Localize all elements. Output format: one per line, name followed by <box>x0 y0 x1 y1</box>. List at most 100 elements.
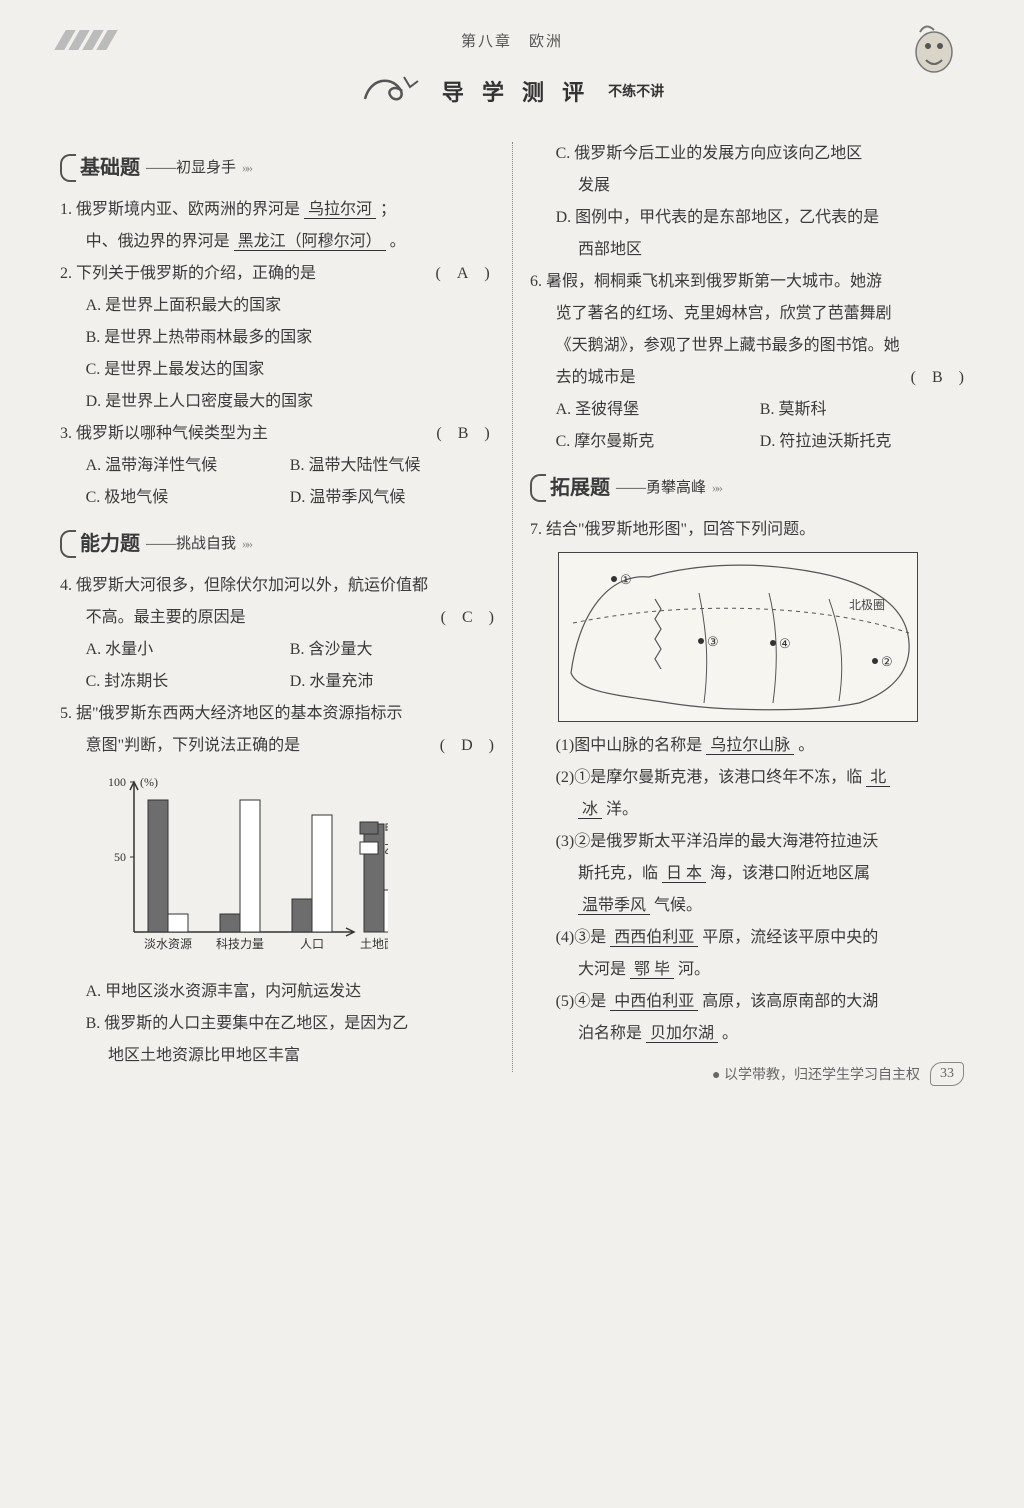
map-svg: 北极圈①②③④ <box>559 553 919 723</box>
q7-p2: (2)①是摩尔曼斯克港，该港口终年不冻，临 北 <box>530 762 964 794</box>
section-ability-title: 能力题 <box>80 524 140 564</box>
q7-p5-b: 高原，该高原南部的大湖 <box>702 993 878 1010</box>
q7-p2-blank1: 北 <box>866 769 890 787</box>
q6-l4: 去的城市是 ( B ) <box>530 362 964 394</box>
bar-chart-svg: 50100(%)淡水资源科技力量人口土地面积甲乙 <box>88 768 388 958</box>
left-column: 基础题 ——初显身手 »» 1. 俄罗斯境内亚、欧两洲的界河是 乌拉尔河 ； 中… <box>60 138 512 1072</box>
q4-opt-b: B. 含沙量大 <box>290 634 494 666</box>
arrows-icon: »» <box>242 531 251 557</box>
q3-row1: A. 温带海洋性气候 B. 温带大陆性气候 <box>60 450 494 482</box>
svg-text:淡水资源: 淡水资源 <box>144 937 192 951</box>
bracket-icon <box>530 474 546 502</box>
section-ability: 能力题 ——挑战自我 »» <box>60 524 494 564</box>
q5-opt-d-l1: D. 图例中，甲代表的是东部地区，乙代表的是 <box>530 202 964 234</box>
svg-text:甲: 甲 <box>384 822 388 836</box>
q6-opt-b: B. 莫斯科 <box>760 394 964 426</box>
q7-p4-l2-a: 大河是 <box>578 961 626 978</box>
q6-answer: ( B ) <box>911 362 964 394</box>
q7-p5-l2-b: 。 <box>722 1025 738 1042</box>
q1-line2-a: 中、俄边界的界河是 <box>86 233 230 250</box>
q4: 4. 俄罗斯大河很多，但除伏尔加河以外，航运价值都 不高。最主要的原因是 ( C… <box>60 570 494 698</box>
q2-stem: 2. 下列关于俄罗斯的介绍，正确的是 ( A ) <box>60 258 494 290</box>
header-decor <box>60 30 112 50</box>
svg-text:50: 50 <box>114 850 126 864</box>
q3-opt-b: B. 温带大陆性气候 <box>290 450 494 482</box>
q2-answer: ( A ) <box>461 258 494 290</box>
q1: 1. 俄罗斯境内亚、欧两洲的界河是 乌拉尔河 ； 中、俄边界的界河是 黑龙江（阿… <box>60 194 494 258</box>
q5-chart: 50100(%)淡水资源科技力量人口土地面积甲乙 <box>60 762 494 976</box>
q3: 3. 俄罗斯以哪种气候类型为主 ( B ) A. 温带海洋性气候 B. 温带大陆… <box>60 418 494 514</box>
q2-stem-text: 2. 下列关于俄罗斯的介绍，正确的是 <box>60 265 316 282</box>
q4-opt-a: A. 水量小 <box>86 634 290 666</box>
q2-opt-d: D. 是世界上人口密度最大的国家 <box>60 386 494 418</box>
q7-p2-l2: 冰 洋。 <box>530 794 964 826</box>
q5-answer: ( D ) <box>440 730 494 762</box>
section-basic-title: 基础题 <box>80 148 140 188</box>
bracket-icon <box>60 154 76 182</box>
q3-answer: ( B ) <box>462 418 494 450</box>
q6-opt-a: A. 圣彼得堡 <box>556 394 760 426</box>
q7-p4-blank1: 西西伯利亚 <box>610 929 698 947</box>
q4-answer: ( C ) <box>441 602 494 634</box>
q7-p4-a: (4)③是 <box>556 929 607 946</box>
q3-stem: 3. 俄罗斯以哪种气候类型为主 ( B ) <box>60 418 494 450</box>
footer-motto: ● 以学带教，归还学生学习自主权 <box>712 1064 920 1084</box>
bracket-icon <box>60 530 76 558</box>
q6-opt-d: D. 符拉迪沃斯托克 <box>760 426 964 458</box>
section-extend: 拓展题 ——勇攀高峰 »» <box>530 468 964 508</box>
q7-p4-blank2: 鄂 毕 <box>630 961 674 979</box>
q3-stem-text: 3. 俄罗斯以哪种气候类型为主 <box>60 425 268 442</box>
svg-text:(%): (%) <box>140 775 158 789</box>
q5-cont: C. 俄罗斯今后工业的发展方向应该向乙地区 发展 D. 图例中，甲代表的是东部地… <box>530 138 964 266</box>
svg-text:科技力量: 科技力量 <box>216 937 264 951</box>
svg-text:④: ④ <box>779 636 791 651</box>
q7-p5: (5)④是 中西伯利亚 高原，该高原南部的大湖 <box>530 986 964 1018</box>
q7-p5-blank2: 贝加尔湖 <box>646 1025 718 1043</box>
q6-l3: 《天鹅湖》，参观了世界上藏书最多的图书馆。她 <box>530 330 964 362</box>
q7-p3-l2-b: 海，该港口附近地区属 <box>710 865 870 882</box>
q1-text-b: ； <box>380 201 396 218</box>
q3-opt-c: C. 极地气候 <box>86 482 290 514</box>
section-extend-sub: ——勇攀高峰 <box>616 473 706 503</box>
q6-row1: A. 圣彼得堡 B. 莫斯科 <box>530 394 964 426</box>
q7-p2-l2-b: 洋。 <box>606 801 638 818</box>
q4-answer-val: C <box>462 609 473 626</box>
q6: 6. 暑假，桐桐乘飞机来到俄罗斯第一大城市。她游 览了著名的红场、克里姆林宫，欣… <box>530 266 964 458</box>
q7-p3-l3: 温带季风 气候。 <box>530 890 964 922</box>
q7-p4: (4)③是 西西伯利亚 平原，流经该平原中央的 <box>530 922 964 954</box>
q4-l2: 不高。最主要的原因是 ( C ) <box>60 602 494 634</box>
arrows-icon: »» <box>712 475 721 501</box>
q6-row2: C. 摩尔曼斯克 D. 符拉迪沃斯托克 <box>530 426 964 458</box>
arrows-icon: »» <box>242 155 251 181</box>
q6-answer-val: B <box>932 369 943 386</box>
q7-p3-blank1: 日 本 <box>662 865 706 883</box>
mascot-icon <box>904 18 964 78</box>
q1-text-a: 1. 俄罗斯境内亚、欧两洲的界河是 <box>60 201 300 218</box>
q4-l2-text: 不高。最主要的原因是 <box>86 609 246 626</box>
q4-opt-c: C. 封冻期长 <box>86 666 290 698</box>
q1-line2: 中、俄边界的界河是 黑龙江（阿穆尔河） 。 <box>60 226 494 258</box>
svg-text:②: ② <box>881 654 893 669</box>
q5-l2: 意图"判断，下列说法正确的是 ( D ) <box>60 730 494 762</box>
svg-text:①: ① <box>620 572 632 587</box>
q2-answer-val: A <box>457 265 469 282</box>
section-extend-title: 拓展题 <box>550 468 610 508</box>
columns: 基础题 ——初显身手 »» 1. 俄罗斯境内亚、欧两洲的界河是 乌拉尔河 ； 中… <box>60 138 964 1072</box>
q7-p4-b: 平原，流经该平原中央的 <box>702 929 878 946</box>
q2: 2. 下列关于俄罗斯的介绍，正确的是 ( A ) A. 是世界上面积最大的国家 … <box>60 258 494 418</box>
q5-opt-b-l2: 地区土地资源比甲地区丰富 <box>60 1040 494 1072</box>
q7-p2-a: (2)①是摩尔曼斯克港，该港口终年不冻，临 <box>556 769 863 786</box>
q5-answer-val: D <box>461 737 473 754</box>
q7-stem: 7. 结合"俄罗斯地形图"，回答下列问题。 <box>530 514 964 546</box>
q2-opt-c: C. 是世界上最发达的国家 <box>60 354 494 386</box>
banner-swirl-icon <box>360 71 430 110</box>
svg-text:乙: 乙 <box>384 842 388 856</box>
q4-row1: A. 水量小 B. 含沙量大 <box>60 634 494 666</box>
q7-p5-l2-a: 泊名称是 <box>578 1025 642 1042</box>
q5: 5. 据"俄罗斯东西两大经济地区的基本资源指标示 意图"判断，下列说法正确的是 … <box>60 698 494 1072</box>
section-basic: 基础题 ——初显身手 »» <box>60 148 494 188</box>
q7-p2-l2-blank: 冰 <box>578 801 602 819</box>
q7-p1: (1)图中山脉的名称是 乌拉尔山脉 。 <box>530 730 964 762</box>
q1-line1: 1. 俄罗斯境内亚、欧两洲的界河是 乌拉尔河 ； <box>60 194 494 226</box>
q3-opt-a: A. 温带海洋性气候 <box>86 450 290 482</box>
